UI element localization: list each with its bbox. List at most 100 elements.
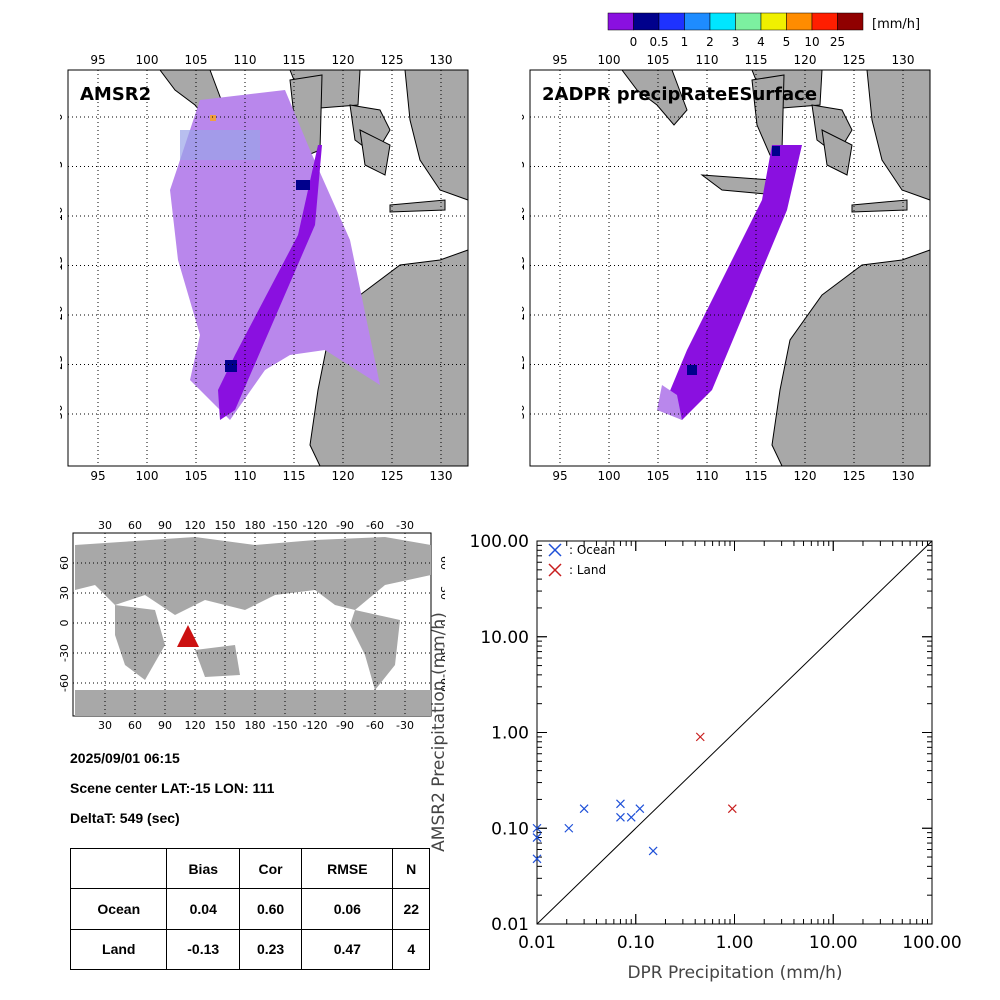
legend: : Ocean : Land: [548, 543, 615, 577]
map-tick-labels: 95 95 100 100 105 105 110 110 115 115 120 120 125 125…: [522, 53, 942, 483]
colorbar-tick-label: 4: [757, 35, 765, 49]
scatter-point: [695, 732, 705, 742]
lon-tick-label: 180: [245, 519, 266, 532]
colorbar-unit: [mm/h]: [872, 17, 920, 32]
lat-tick-label: -25: [60, 355, 65, 375]
lon-tick-label: -30: [396, 519, 414, 532]
colorbar-swatch: [735, 12, 762, 31]
lon-tick-label: 115: [283, 469, 306, 483]
map-title-amsr2: AMSR2: [80, 84, 151, 105]
lon-tick-label: 95: [90, 53, 105, 67]
map-title-dpr: 2ADPR precipRateESurface: [542, 84, 817, 105]
lat-tick-label: -60: [58, 674, 71, 692]
lat-tick-label: -15: [939, 256, 942, 276]
lon-tick-label: -120: [303, 719, 328, 732]
lon-tick-label: -60: [366, 519, 384, 532]
lon-tick-label: 120: [332, 53, 355, 67]
colorbar-tick-label: 25: [830, 35, 845, 49]
x-tick-label: 100.00: [902, 933, 961, 953]
lon-tick-label: -90: [336, 719, 354, 732]
scatter-plot: 0.01 0.10 1.00 10.00 100.00 0.01 0.10 1.00 10.00…: [429, 532, 962, 983]
lon-tick-label: 120: [185, 519, 206, 532]
lat-tick-label: -20: [939, 305, 942, 325]
lat-tick-label: 0: [438, 620, 445, 627]
lat-tick-label: -10: [60, 206, 65, 226]
cor-cell: 0.23: [238, 928, 303, 971]
legend-marker: [548, 563, 562, 577]
statistics-table: Bias Cor RMSE N Ocean 0.04 0.60 0.06 22 …: [69, 847, 430, 971]
globe-locator-map: 30 30 60 60 90 90 120 120 150 150 180 180 -150 -150 -1…: [58, 519, 445, 732]
lat-tick-label: -25: [939, 355, 942, 375]
lat-tick-label: -20: [477, 305, 480, 325]
x-tick-label: 10.00: [809, 933, 858, 953]
lat-tick-label: 0: [60, 113, 65, 121]
table-row: Land -0.13 0.23 0.47 4: [69, 928, 430, 971]
colorbar-swatch: [786, 12, 813, 31]
lon-tick-label: 120: [185, 719, 206, 732]
lon-tick-label: 130: [430, 469, 453, 483]
legend-label: : Land: [569, 563, 606, 577]
colorbar-tick-label: 3: [732, 35, 740, 49]
dpr-precip-swath: [657, 145, 802, 420]
bias-cell: 0.04: [166, 888, 240, 930]
colorbar-swatch: [709, 12, 736, 31]
lat-tick-label: -25: [477, 355, 480, 375]
n-cell: 22: [392, 888, 430, 930]
lon-tick-label: 110: [696, 53, 719, 67]
scatter-point: [616, 812, 625, 822]
table-header-cell: Cor: [238, 847, 303, 890]
scatter-point: [626, 812, 636, 822]
lon-tick-label: 100: [136, 53, 159, 67]
rmse-cell: 0.06: [301, 888, 394, 930]
scatter-point: [727, 804, 737, 814]
colorbar-swatch: [811, 12, 838, 31]
lat-tick-label: 0: [58, 620, 71, 627]
lat-tick-label: 0: [477, 113, 480, 121]
lon-tick-label: 120: [332, 469, 355, 483]
graticule: [530, 70, 930, 466]
lon-tick-label: 90: [158, 719, 172, 732]
scatter-point: [564, 823, 574, 833]
lon-tick-label: 95: [552, 53, 567, 67]
lon-tick-label: 150: [215, 519, 236, 532]
lat-tick-label: -15: [477, 256, 480, 276]
lat-tick-label: 0: [522, 113, 527, 121]
y-tick-label: 100.00: [470, 532, 529, 552]
one-to-one-line: [536, 540, 933, 925]
scatter-point: [635, 804, 645, 814]
scatter-point: [532, 833, 542, 842]
land-masses: [621, 69, 931, 467]
table-header-cell: N: [392, 847, 430, 890]
scatter-point: [532, 854, 542, 864]
row-label: Ocean: [69, 888, 168, 930]
lon-tick-label: 125: [843, 53, 866, 67]
lat-tick-label: -15: [60, 256, 65, 276]
colorbar: 0 0.5 1 2 3 4 5 10 25 [mm/h]: [607, 12, 920, 49]
lon-tick-label: 105: [185, 53, 208, 67]
lat-tick-label: -10: [477, 206, 480, 226]
colorbar-tick-label: 1: [681, 35, 689, 49]
legend-marker: [548, 543, 562, 557]
lon-tick-label: -120: [303, 519, 328, 532]
x-tick-label: 0.10: [617, 933, 655, 953]
scatter-point: [532, 823, 542, 833]
colorbar-tick-label: 5: [783, 35, 791, 49]
table-header-cell: RMSE: [301, 847, 394, 890]
y-tick-label: 10.00: [480, 628, 529, 648]
lon-tick-label: 110: [696, 469, 719, 483]
colorbar-tick-labels: 0 0.5 1 2 3 4 5 10 25: [630, 35, 845, 49]
dpr-map-panel: 95 95 100 100 105 105 110 110 115 115 120 120 125 125…: [522, 53, 942, 483]
lon-tick-label: 105: [647, 469, 670, 483]
globe-graticule: [73, 533, 431, 716]
legend-label: : Ocean: [569, 543, 615, 557]
lon-tick-label: -150: [273, 519, 298, 532]
y-axis-label: AMSR2 Precipitation (mm/h): [429, 612, 449, 852]
axis-ticks: 0.01 0.10 1.00 10.00 100.00 0.01 0.10 1.00 10.00…: [470, 532, 962, 953]
colorbar-tick-label: 2: [706, 35, 714, 49]
x-axis-label: DPR Precipitation (mm/h): [627, 963, 842, 983]
lon-tick-label: 115: [745, 469, 768, 483]
lat-tick-label: 60: [58, 556, 71, 570]
lon-tick-label: 60: [128, 519, 142, 532]
lon-tick-label: 110: [234, 53, 257, 67]
bias-cell: -0.13: [166, 928, 240, 971]
